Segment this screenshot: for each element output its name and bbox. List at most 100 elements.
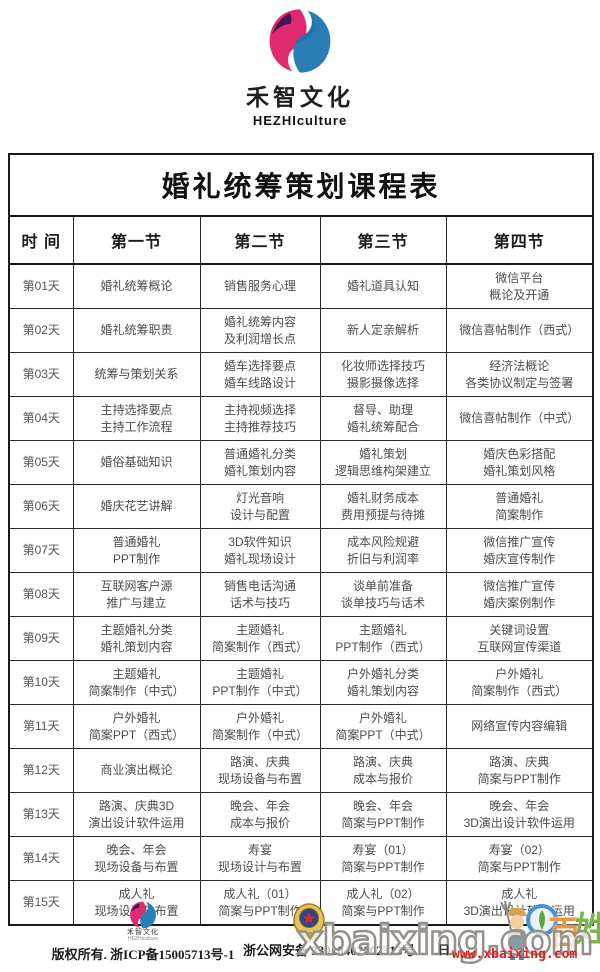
session-4-cell: 微信喜帖制作（中式） bbox=[445, 396, 594, 441]
day-cell: 第01天 bbox=[8, 263, 74, 309]
session-1-cell: 晚会、年会 现场设备与布置 bbox=[72, 836, 201, 881]
table-row: 第04天 主持选择要点 主持工作流程 主持视频选择 主持推荐技巧 督导、助理 婚… bbox=[8, 396, 594, 441]
session-1-cell: 统筹与策划关系 bbox=[72, 352, 201, 397]
table-title-row: 婚礼统筹策划课程表 bbox=[8, 153, 594, 217]
session-2-cell: 主题婚礼 简案制作（西式） bbox=[199, 616, 321, 661]
course-table: 婚礼统筹策划课程表 时 间 第一节 第二节 第三节 第四节 第01天 婚礼统筹概… bbox=[8, 153, 595, 926]
session-2-cell: 路演、庆典 现场设备与布置 bbox=[199, 748, 321, 793]
table-row: 第13天 路演、庆典3D 演出设计软件运用 晚会、年会 成本与报价 晚会、年会 … bbox=[8, 792, 594, 837]
table-title: 婚礼统筹策划课程表 bbox=[8, 153, 594, 217]
session-3-cell: 督导、助理 婚礼统筹配合 bbox=[319, 396, 447, 441]
session-3-cell: 寿宴（01） 简案与PPT制作 bbox=[319, 836, 447, 881]
table-header-row: 时 间 第一节 第二节 第三节 第四节 bbox=[8, 215, 594, 265]
day-cell: 第09天 bbox=[8, 616, 74, 661]
session-1-cell: 婚礼统筹职责 bbox=[72, 308, 201, 353]
session-3-cell: 婚礼财务成本 费用预提与待摊 bbox=[319, 484, 447, 529]
farmer-mascot-icon bbox=[500, 900, 527, 960]
rosette-badge-icon bbox=[526, 904, 558, 936]
session-1-cell: 互联网客户源 推广与建立 bbox=[72, 572, 201, 617]
day-cell: 第10天 bbox=[8, 660, 74, 705]
header-time: 时 间 bbox=[8, 215, 74, 265]
session-4-cell: 微信推广宣传 婚庆宣传制作 bbox=[445, 528, 594, 573]
session-4-cell: 关键词设置 互联网宣传渠道 bbox=[445, 616, 594, 661]
brand-name-cn: 禾智文化 bbox=[246, 84, 354, 110]
session-2-cell: 灯光音响 设计与配置 bbox=[199, 484, 321, 529]
watermark-url-text: www.xbaixing.com bbox=[452, 947, 578, 962]
session-3-cell: 路演、庆典 成本与报价 bbox=[319, 748, 447, 793]
session-1-cell: 婚庆花艺讲解 bbox=[72, 484, 201, 529]
footer-brand-cn: 禾智文化 bbox=[127, 929, 159, 936]
session-4-cell: 路演、庆典 简案与PPT制作 bbox=[445, 748, 594, 793]
day-cell: 第12天 bbox=[8, 748, 74, 793]
table-row: 第08天 互联网客户源 推广与建立 销售电话沟通 话术与技巧 谈单前准备 谈单技… bbox=[8, 572, 594, 617]
day-cell: 第08天 bbox=[8, 572, 74, 617]
session-2-cell: 销售服务心理 bbox=[199, 263, 321, 309]
table-row: 第06天 婚庆花艺讲解 灯光音响 设计与配置 婚礼财务成本 费用预提与待摊 普通… bbox=[8, 484, 594, 529]
session-1-cell: 户外婚礼 简案PPT（西式） bbox=[72, 704, 201, 749]
table-row: 第05天 婚俗基础知识 普通婚礼分类 婚礼策划内容 婚礼策划 逻辑思维构架建立 … bbox=[8, 440, 594, 485]
header-session-1: 第一节 bbox=[72, 215, 201, 265]
session-1-cell: 成人礼 现场设计与布置 bbox=[72, 880, 201, 926]
hezhi-logo-small-icon bbox=[130, 901, 156, 929]
table-row: 第01天 婚礼统筹概论 销售服务心理 婚礼道具认知 微信平台 概论及开通 bbox=[8, 263, 594, 309]
session-3-cell: 谈单前准备 谈单技巧与话术 bbox=[319, 572, 447, 617]
session-4-cell: 网络宣传内容编辑 bbox=[445, 704, 594, 749]
session-4-cell: 微信推广宣传 婚庆案例制作 bbox=[445, 572, 594, 617]
hezhi-logo-icon bbox=[269, 9, 331, 73]
header-session-3: 第三节 bbox=[319, 215, 447, 265]
session-3-cell: 婚礼道具认知 bbox=[319, 263, 447, 309]
day-cell: 第04天 bbox=[8, 396, 74, 441]
table-row: 第14天 晚会、年会 现场设备与布置 寿宴 现场设计与布置 寿宴（01） 简案与… bbox=[8, 836, 594, 881]
day-cell: 第07天 bbox=[8, 528, 74, 573]
session-1-cell: 主持选择要点 主持工作流程 bbox=[72, 396, 201, 441]
session-3-cell: 晚会、年会 简案与PPT制作 bbox=[319, 792, 447, 837]
table-row: 第10天 主题婚礼 简案制作（中式） 主题婚礼 PPT制作（中式） 户外婚礼分类… bbox=[8, 660, 594, 705]
table-row: 第12天 商业演出概论 路演、庆典 现场设备与布置 路演、庆典 成本与报价 路演… bbox=[8, 748, 594, 793]
session-2-cell: 普通婚礼分类 婚礼策划内容 bbox=[199, 440, 321, 485]
session-4-cell: 寿宴（02） 简案与PPT制作 bbox=[445, 836, 594, 881]
table-row: 第09天 主题婚礼分类 婚礼策划内容 主题婚礼 简案制作（西式） 主题婚礼 PP… bbox=[8, 616, 594, 661]
session-2-cell: 主题婚礼 PPT制作（中式） bbox=[199, 660, 321, 705]
session-3-cell: 新人定亲解析 bbox=[319, 308, 447, 353]
brand-header: 禾智文化 HEZHIculture bbox=[0, 8, 600, 128]
footer-brand-en: HEZHIculture bbox=[127, 935, 158, 942]
table-row: 第02天 婚礼统筹职责 婚礼统筹内容 及利润增长点 新人定亲解析 微信喜帖制作（… bbox=[8, 308, 594, 353]
session-4-cell: 经济法概论 各类协议制定与签署 bbox=[445, 352, 594, 397]
session-2-cell: 主持视频选择 主持推荐技巧 bbox=[199, 396, 321, 441]
session-4-cell: 婚庆色彩搭配 婚礼策划风格 bbox=[445, 440, 594, 485]
course-table-body: 第01天 婚礼统筹概论 销售服务心理 婚礼道具认知 微信平台 概论及开通 第02… bbox=[8, 263, 594, 926]
session-3-cell: 户外婚礼分类 婚礼策划内容 bbox=[319, 660, 447, 705]
header-session-2: 第二节 bbox=[199, 215, 321, 265]
watermark-char-green: 姓 bbox=[575, 911, 600, 949]
day-cell: 第05天 bbox=[8, 440, 74, 485]
watermark-fragment-text: 日 bbox=[438, 943, 451, 957]
session-3-cell: 主题婚礼 PPT制作（西式） bbox=[319, 616, 447, 661]
session-1-cell: 婚俗基础知识 bbox=[72, 440, 201, 485]
session-4-cell: 普通婚礼 简案制作 bbox=[445, 484, 594, 529]
session-3-cell: 成本风险规避 折旧与利润率 bbox=[319, 528, 447, 573]
xbaixing-watermark-text: xbaixing.com bbox=[296, 915, 595, 966]
session-3-cell: 化妆师选择技巧 摄影摄像选择 bbox=[319, 352, 447, 397]
day-cell: 第13天 bbox=[8, 792, 74, 837]
session-2-cell: 3D软件知识 婚礼现场设计 bbox=[199, 528, 321, 573]
session-1-cell: 婚礼统筹概论 bbox=[72, 263, 201, 309]
public-security-record-text: 浙公网安备 33010402002313号 bbox=[243, 943, 416, 958]
session-4-cell: 户外婚礼 简案制作（西式） bbox=[445, 660, 594, 705]
session-3-cell: 成人礼（02） 简案与PPT制作 bbox=[319, 880, 447, 926]
session-1-cell: 路演、庆典3D 演出设计软件运用 bbox=[72, 792, 201, 837]
police-badge-icon bbox=[293, 903, 325, 943]
day-cell: 第02天 bbox=[8, 308, 74, 353]
table-row: 第07天 普通婚礼 PPT制作 3D软件知识 婚礼现场设计 成本风险规避 折旧与… bbox=[8, 528, 594, 573]
day-cell: 第14天 bbox=[8, 836, 74, 881]
day-cell: 第03天 bbox=[8, 352, 74, 397]
day-cell: 第15天 bbox=[8, 880, 74, 926]
brand-name-en: HEZHIculture bbox=[252, 113, 348, 128]
watermark-char-orange: 百 bbox=[548, 915, 582, 953]
session-1-cell: 商业演出概论 bbox=[72, 748, 201, 793]
session-3-cell: 户外婚礼 简案PPT（中式） bbox=[319, 704, 447, 749]
session-1-cell: 普通婚礼 PPT制作 bbox=[72, 528, 201, 573]
day-cell: 第06天 bbox=[8, 484, 74, 529]
session-2-cell: 婚车选择要点 婚车线路设计 bbox=[199, 352, 321, 397]
session-4-cell: 微信平台 概论及开通 bbox=[445, 263, 594, 309]
